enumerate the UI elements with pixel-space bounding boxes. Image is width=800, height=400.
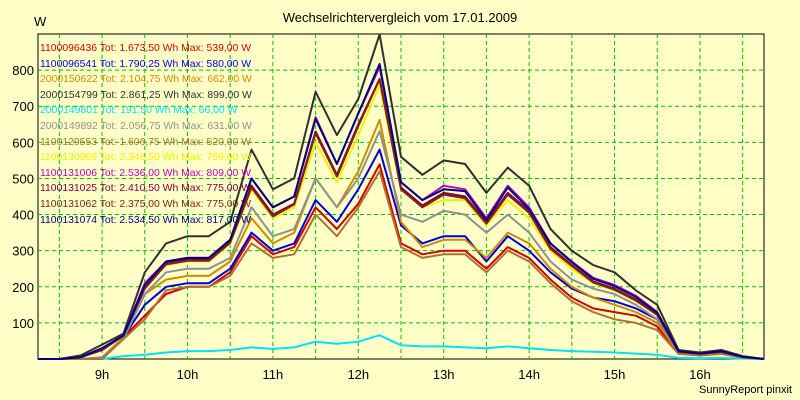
x-tick-label: 16h <box>689 367 711 382</box>
y-tick-label: 500 <box>12 171 34 186</box>
legend-item-2000149801: 2000149801 Tot: 191,50 Wh Max: 66,00 W <box>40 105 238 117</box>
y-tick-label: 400 <box>12 208 34 223</box>
legend-item-1100129553: 1100129553 Tot: 1.606,75 Wh Max: 520,00 … <box>40 136 252 148</box>
legend-item-1100131074: 1100131074 Tot: 2.534,50 Wh Max: 817,00 … <box>40 214 252 226</box>
legend-item-1100131062: 1100131062 Tot: 2.375,00 Wh Max: 775,00 … <box>40 198 252 210</box>
x-tick-label: 13h <box>433 367 455 382</box>
y-tick-label: 700 <box>12 99 34 114</box>
series-line-1100129553 <box>38 170 765 360</box>
legend-item-1100131025: 1100131025 Tot: 2.410,50 Wh Max: 775,00 … <box>40 183 252 195</box>
legend-item-1100130969: 1100130969 Tot: 2.346,50 Wh Max: 759,00 … <box>40 152 252 164</box>
series-line-2000149801 <box>38 334 765 360</box>
grid <box>38 34 764 359</box>
series-line-2000154799 <box>38 33 765 360</box>
x-tick-label: 12h <box>347 367 369 382</box>
series-lines <box>38 33 765 360</box>
legend-item-2000150622: 2000150622 Tot: 2.104,75 Wh Max: 662,00 … <box>40 74 252 86</box>
legend-item-2000149892: 2000149892 Tot: 2.056,75 Wh Max: 631,00 … <box>40 120 252 132</box>
series-line-2000149892 <box>38 130 765 360</box>
series-line-2000150622 <box>38 118 765 360</box>
footer-credit: SunnyReport pinxit <box>699 384 792 396</box>
x-axis-ticks: 9h 10h 11h 12h 13h 14h 15h 16h <box>95 367 711 382</box>
x-tick-label: 10h <box>177 367 199 382</box>
y-tick-label: 800 <box>12 63 34 78</box>
series-line-1100096541 <box>38 148 765 360</box>
legend-item-1100131006: 1100131006 Tot: 2.536,00 Wh Max: 809,00 … <box>40 167 252 179</box>
chart-title: Wechselrichtervergleich vom 17.01.2009 <box>282 10 518 25</box>
x-tick-label: 14h <box>518 367 540 382</box>
y-tick-label: 100 <box>12 316 34 331</box>
y-tick-label: 200 <box>12 280 34 295</box>
legend-item-1100096436: 1100096436 Tot: 1.673,50 Wh Max: 539,00 … <box>40 43 252 54</box>
series-line-1100131062 <box>38 78 765 360</box>
x-tick-label: 9h <box>95 367 109 382</box>
y-axis-ticks: 100 200 300 400 500 600 700 800 <box>12 63 34 331</box>
y-axis-unit: W <box>34 14 47 29</box>
legend-item-2000154799: 2000154799 Tot: 2.861,25 Wh Max: 899,00 … <box>40 89 252 101</box>
legend: 1100096436 Tot: 1.673,50 Wh Max: 539,00 … <box>40 41 252 228</box>
x-tick-label: 15h <box>604 367 626 382</box>
legend-item-1100096541: 1100096541 Tot: 1.790,25 Wh Max: 580,00 … <box>40 58 252 70</box>
y-tick-label: 300 <box>12 244 34 259</box>
y-tick-label: 600 <box>12 135 34 150</box>
series-line-1100131074 <box>38 63 765 360</box>
x-tick-label: 11h <box>263 367 284 382</box>
